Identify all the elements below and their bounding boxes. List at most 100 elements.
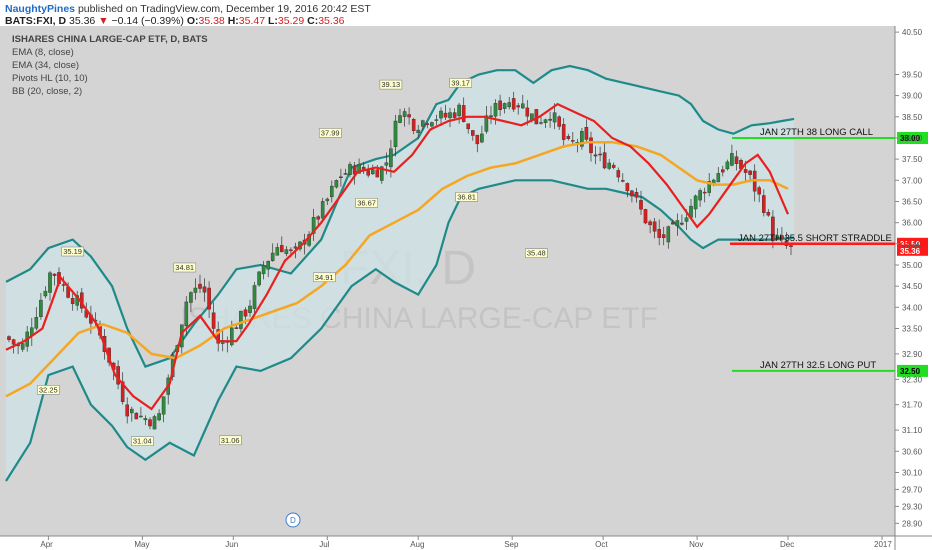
candle-body xyxy=(516,105,520,108)
candle-body xyxy=(20,343,25,350)
price-axis-background xyxy=(895,26,932,550)
level-tag-3 xyxy=(897,364,928,377)
legend-pivots[interactable]: Pivots HL (10, 10) xyxy=(12,73,88,84)
candle-body xyxy=(371,169,375,175)
candle-body xyxy=(448,112,452,119)
candle-body xyxy=(229,327,234,346)
candle-body xyxy=(311,217,316,234)
candle-body xyxy=(643,209,648,224)
price-axis[interactable]: 28.90 29.30 29.70 30.10 30.60 31.10 31.70 32.30… xyxy=(895,28,923,528)
candle-body xyxy=(511,98,516,110)
candle-body xyxy=(184,301,189,326)
candle-body xyxy=(548,118,552,121)
candle-body xyxy=(402,111,407,117)
candle-body xyxy=(211,312,216,329)
candle-body xyxy=(375,169,380,178)
legend-ema-8[interactable]: EMA (8, close) xyxy=(12,47,74,58)
price-chart[interactable]: FXI, D ISHARES CHINA LARGE-CAP ETF JAN 2… xyxy=(0,26,932,550)
candle-body xyxy=(425,123,430,125)
candle-body xyxy=(598,153,602,156)
candle-body xyxy=(734,156,739,164)
candle-body xyxy=(143,418,148,421)
candle-body xyxy=(248,305,252,314)
publish-line: NaughtyPines published on TradingView.co… xyxy=(5,3,371,15)
pivot-label-3: 31.04 xyxy=(133,437,152,446)
time-tick-label: Oct xyxy=(595,540,608,549)
pivot-box-9 xyxy=(379,79,403,90)
candle-body xyxy=(407,114,411,118)
candle-body xyxy=(661,234,666,238)
time-axis[interactable]: Apr May Jun Jul Aug Sep Oct Nov Dec 2017 xyxy=(40,536,892,549)
pivot-box-7 xyxy=(319,128,342,138)
candle-body xyxy=(366,170,371,176)
price-tick-label: 36.00 xyxy=(902,219,923,228)
candle-body xyxy=(139,415,143,418)
price-tick-label: 37.50 xyxy=(902,155,923,164)
candle-body xyxy=(393,120,398,147)
candle-body xyxy=(616,170,621,178)
candle-body xyxy=(557,116,561,127)
candle-body xyxy=(343,173,348,175)
last-price: 35.36 xyxy=(68,15,96,27)
symbol-label: BATS:FXI, D xyxy=(5,15,67,27)
candle-body xyxy=(666,226,671,243)
candle-body xyxy=(416,129,421,133)
candle-body xyxy=(289,249,293,251)
price-tick-label: 28.90 xyxy=(902,519,923,528)
ema-8-line xyxy=(5,102,790,411)
candle-body xyxy=(648,221,652,226)
candle-body xyxy=(580,131,584,147)
legend-title: ISHARES CHINA LARGE-CAP ETF, D, BATS xyxy=(12,34,208,45)
candle-body xyxy=(671,222,675,225)
candle-body xyxy=(757,187,761,195)
candle-body xyxy=(680,222,684,225)
dividend-icon[interactable] xyxy=(285,512,301,528)
candle-body xyxy=(489,115,493,117)
candle-body xyxy=(398,115,402,123)
author-link[interactable]: NaughtyPines xyxy=(5,3,76,15)
candle-body xyxy=(452,112,457,118)
bb-upper-line xyxy=(5,64,795,368)
close-value: 35.36 xyxy=(318,15,345,27)
candle-body xyxy=(330,185,334,198)
candle-body xyxy=(198,283,202,289)
price-change: −0.14 (−0.39%) xyxy=(111,15,184,27)
down-arrow-icon: ▼ xyxy=(98,15,109,27)
candle-body xyxy=(48,272,52,293)
pivot-label-1: 35.19 xyxy=(63,247,82,256)
candle-body xyxy=(7,336,11,340)
legend-ema-34[interactable]: EMA (34, close) xyxy=(12,60,79,71)
pivot-label-9: 39.13 xyxy=(381,80,400,89)
candle-body xyxy=(766,211,771,216)
candle-body xyxy=(621,180,625,182)
pivot-box-10 xyxy=(449,78,472,88)
candle-body xyxy=(216,329,221,344)
candle-body xyxy=(348,164,352,175)
legend-bb[interactable]: BB (20, close, 2) xyxy=(12,86,82,97)
pivot-label-10: 39.17 xyxy=(451,78,470,87)
candle-body xyxy=(325,198,330,202)
open-value: 35.38 xyxy=(198,15,225,27)
candle-body xyxy=(120,381,125,403)
price-tick-label: 35.50 xyxy=(902,240,923,249)
time-tick-label: Sep xyxy=(504,540,519,549)
dividend-marker[interactable]: D xyxy=(285,512,301,528)
candle-body xyxy=(334,180,339,188)
candle-body xyxy=(502,103,507,109)
candle-body xyxy=(725,161,730,170)
candle-body xyxy=(252,285,257,309)
candle-body xyxy=(607,162,611,169)
candle-body xyxy=(52,273,57,276)
ema-lines xyxy=(5,102,790,411)
price-tick-label: 29.70 xyxy=(902,485,923,494)
high-value: 35.47 xyxy=(238,15,266,27)
candle-body xyxy=(320,201,325,219)
candle-body xyxy=(157,413,161,421)
time-tick-label: Aug xyxy=(410,540,424,549)
candle-body xyxy=(39,299,43,318)
price-tick-label: 38.50 xyxy=(902,113,923,122)
pivot-box-5 xyxy=(219,435,242,446)
pivot-box-6 xyxy=(313,272,336,283)
candle-body xyxy=(707,180,711,193)
pivot-label-5: 31.06 xyxy=(221,436,240,445)
